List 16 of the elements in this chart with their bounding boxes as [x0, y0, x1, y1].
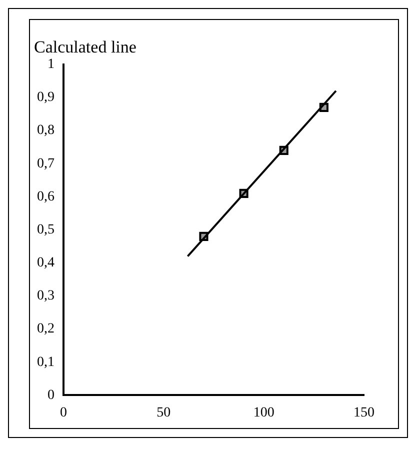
y-tick-label: 1 — [48, 57, 54, 72]
x-tick-label: 0 — [60, 405, 67, 420]
y-tick-label: 0,3 — [37, 288, 54, 304]
y-tick-label: 0,4 — [37, 256, 54, 271]
chart-title: Calculated line — [34, 38, 136, 57]
y-tick-label: 0,8 — [37, 123, 54, 138]
y-tick-label: 0,6 — [37, 189, 54, 204]
y-tick-label: 0,1 — [37, 354, 54, 370]
x-tick-label: 50 — [156, 405, 171, 420]
y-tick-label: 0,2 — [37, 322, 54, 337]
x-tick-label: 100 — [253, 405, 274, 420]
y-tick-label: 0 — [48, 388, 54, 403]
y-tick-label: 0,9 — [37, 90, 54, 106]
x-tick-label: 150 — [354, 405, 374, 420]
y-tick-label: 0,5 — [37, 222, 54, 238]
y-tick-label: 0,7 — [37, 156, 54, 172]
